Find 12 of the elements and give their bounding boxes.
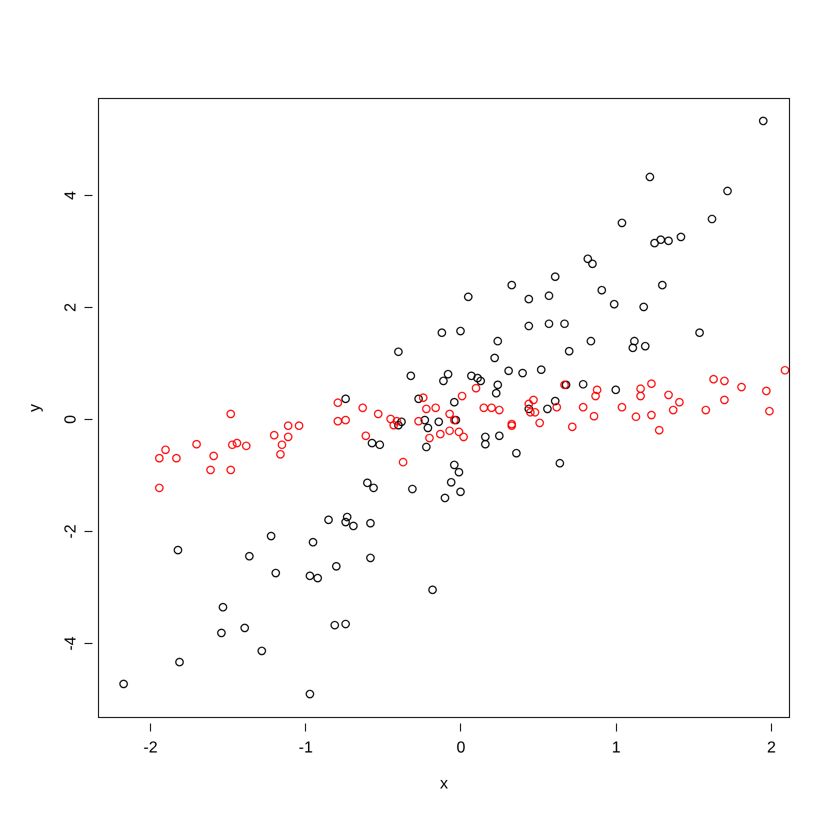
y-tick-label: 2 [62, 302, 80, 312]
x-tick-label: 1 [612, 740, 621, 756]
x-axis-title: x [440, 776, 448, 792]
x-tick-label: 2 [767, 740, 776, 756]
y-tick-label: -2 [62, 524, 80, 539]
y-tick-label: 4 [62, 190, 80, 200]
y-tick-label: -4 [62, 636, 80, 651]
x-tick-label: 0 [456, 740, 466, 756]
y-axis-title: y [26, 404, 44, 412]
x-tick-label: -2 [143, 740, 158, 756]
y-tick-label: 0 [62, 414, 80, 424]
x-tick-label: -1 [298, 740, 313, 756]
